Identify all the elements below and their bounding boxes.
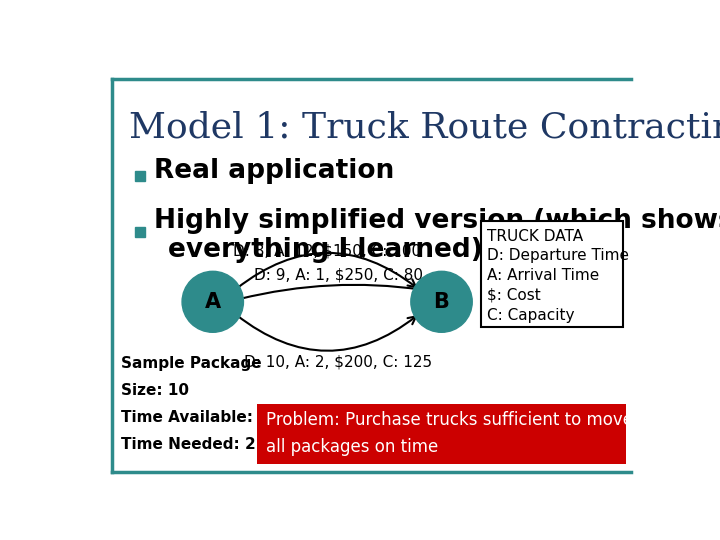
Text: D: Departure Time: D: Departure Time — [487, 248, 629, 263]
Bar — [135, 227, 145, 238]
Text: Sample Package: Sample Package — [121, 356, 261, 371]
Text: Size: 10: Size: 10 — [121, 383, 189, 398]
Text: A: Arrival Time: A: Arrival Time — [487, 268, 600, 283]
Text: C: Capacity: C: Capacity — [487, 308, 575, 322]
Text: D: 10, A: 2, $200, C: 125: D: 10, A: 2, $200, C: 125 — [244, 354, 433, 369]
FancyBboxPatch shape — [258, 404, 626, 464]
Ellipse shape — [411, 271, 472, 332]
FancyArrowPatch shape — [236, 315, 416, 351]
FancyArrowPatch shape — [240, 285, 421, 299]
Text: Model 1: Truck Route Contracting: Model 1: Truck Route Contracting — [129, 111, 720, 145]
Text: Highly simplified version (which shows: Highly simplified version (which shows — [154, 208, 720, 234]
Ellipse shape — [182, 271, 243, 332]
Text: TRUCK DATA: TRUCK DATA — [487, 229, 583, 244]
Text: B: B — [433, 292, 449, 312]
Text: everything I learned): everything I learned) — [168, 237, 483, 263]
Text: Problem: Purchase trucks sufficient to move
all packages on time: Problem: Purchase trucks sufficient to m… — [266, 411, 633, 456]
Text: A: A — [204, 292, 221, 312]
FancyArrowPatch shape — [236, 253, 416, 289]
Text: Time Needed: 2: Time Needed: 2 — [121, 437, 256, 452]
Text: Time Available: 9: Time Available: 9 — [121, 410, 269, 425]
Text: $: Cost: $: Cost — [487, 288, 541, 302]
FancyBboxPatch shape — [481, 221, 623, 327]
Text: D: 9, A: 1, $250, C: 80: D: 9, A: 1, $250, C: 80 — [254, 267, 423, 282]
Bar — [135, 171, 145, 181]
Text: Real application: Real application — [154, 158, 395, 184]
Text: D: 8, A: 12, $150, C: 100: D: 8, A: 12, $150, C: 100 — [233, 244, 421, 258]
